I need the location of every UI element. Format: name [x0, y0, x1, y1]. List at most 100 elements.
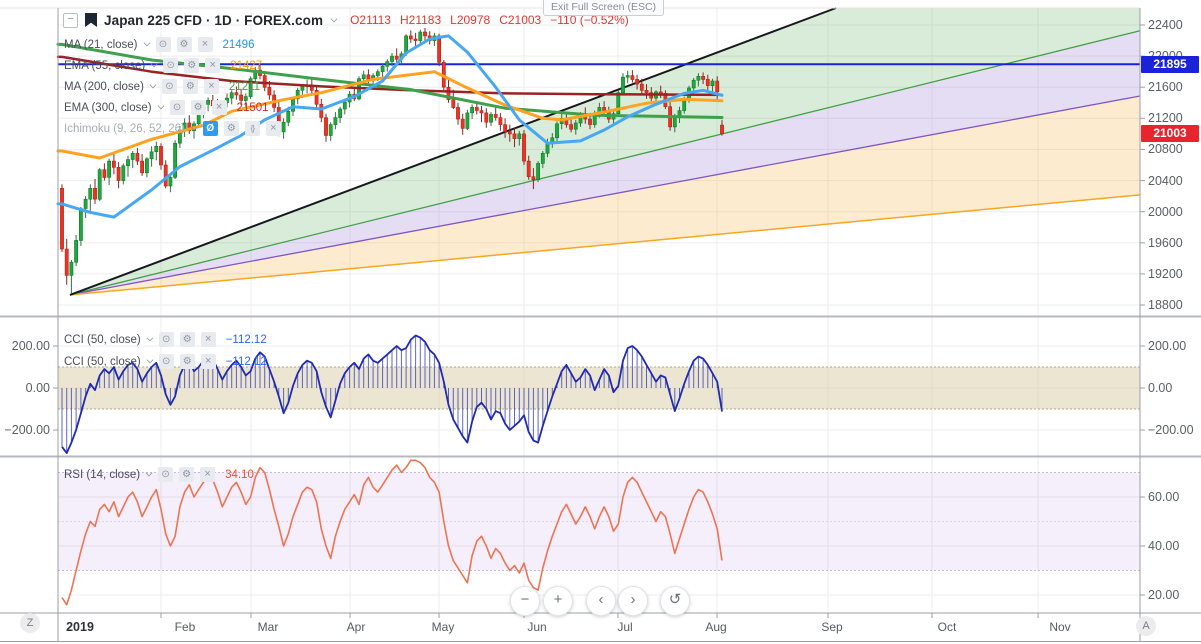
indicator-label: RSI (14, close)	[64, 468, 141, 481]
indicator-value: −112.12	[225, 333, 267, 346]
hide-indicator-icon[interactable]	[155, 37, 171, 52]
legend-row-ema300: EMA (300, close) 21501	[64, 99, 269, 116]
time-axis-label-sep: Sep	[821, 620, 843, 634]
hide-indicator-icon[interactable]	[163, 58, 179, 73]
hide-indicator-icon[interactable]	[158, 354, 174, 369]
settings-gear-icon[interactable]	[179, 354, 195, 369]
remove-indicator-icon[interactable]	[197, 37, 213, 52]
settings-gear-icon[interactable]	[182, 79, 198, 94]
scroll-left-button[interactable]: ‹	[586, 586, 616, 616]
indicator-value: 21211	[228, 80, 261, 93]
ohlc-open: O21113	[350, 13, 391, 27]
indicator-label: MA (200, close)	[64, 80, 144, 93]
hide-indicator-icon[interactable]	[158, 332, 174, 347]
settings-gear-icon[interactable]	[179, 467, 195, 482]
legend-row-ma200: MA (200, close) 21211	[64, 78, 260, 95]
time-axis-label-jul: Jul	[617, 620, 633, 634]
timezone-button[interactable]: Z	[20, 613, 40, 633]
ohlc-readout: O21113 H21183 L20978 C21003 −110 (−0.52%…	[350, 13, 629, 27]
time-axis-label-aug: Aug	[705, 620, 727, 634]
exit-fullscreen-tooltip: Exit Full Screen (ESC)	[543, 0, 665, 16]
chevron-down-icon[interactable]	[150, 60, 157, 67]
indicator-label: CCI (50, close)	[64, 333, 141, 346]
indicator-value: 21496	[222, 38, 255, 51]
time-axis-label-nov: Nov	[1049, 620, 1071, 634]
cci-axis-label: −200.00	[4, 423, 50, 437]
settings-gear-icon[interactable]	[184, 58, 200, 73]
legend-row-cci-2: CCI (50, close) −112.12	[64, 353, 267, 370]
time-axis-label-feb: Feb	[174, 620, 196, 634]
legend-row-cci-1: CCI (50, close) −112.12	[64, 331, 267, 348]
rsi-axis-label: 40.00	[1148, 539, 1180, 553]
legend-row-ema55: EMA (55, close) 21427	[64, 57, 262, 74]
remove-indicator-icon[interactable]	[200, 354, 216, 369]
price-axis-label: 20800	[1148, 142, 1183, 156]
indicator-label: CCI (50, close)	[64, 355, 141, 368]
price-axis-label: 19200	[1148, 267, 1183, 281]
price-axis-label: 20000	[1148, 205, 1183, 219]
ohlc-change: −110 (−0.52%)	[550, 13, 629, 27]
settings-gear-icon[interactable]	[190, 100, 206, 115]
time-axis-label-mar: Mar	[257, 620, 279, 634]
indicator-value: 21427	[230, 59, 263, 72]
remove-indicator-icon[interactable]	[205, 58, 221, 73]
chevron-down-icon[interactable]	[330, 15, 337, 22]
settings-gear-icon[interactable]	[179, 332, 195, 347]
legend-row-ma21: MA (21, close) 21496	[64, 36, 254, 53]
ohlc-close: C21003	[499, 13, 542, 27]
indicator-value: −112.12	[225, 355, 267, 368]
hide-indicator-icon[interactable]	[161, 79, 177, 94]
cci-axis-label: −200.00	[1148, 423, 1194, 437]
price-axis-label: 19600	[1148, 236, 1183, 250]
indicator-label: MA (21, close)	[64, 38, 138, 51]
rsi-axis-label: 60.00	[1148, 490, 1180, 504]
indicator-value: 21501	[236, 101, 269, 114]
scroll-right-button[interactable]: ›	[618, 586, 648, 616]
chevron-down-icon[interactable]	[146, 356, 153, 363]
ohlc-high: H21183	[399, 13, 442, 27]
time-axis-label-2019: 2019	[66, 620, 94, 634]
ohlc-low: L20978	[450, 13, 491, 27]
hide-indicator-icon[interactable]	[169, 100, 185, 115]
indicator-label: EMA (55, close)	[64, 59, 146, 72]
reset-chart-button[interactable]: ↺	[660, 586, 690, 616]
time-axis-label-jun: Jun	[527, 620, 547, 634]
price-axis-label: 21200	[1148, 111, 1183, 125]
indicator-label: Ichimoku (9, 26, 52, 26)	[64, 122, 185, 135]
symbol-header: Japan 225 CFD · 1D · FOREX.com O21113 H2…	[63, 10, 629, 30]
chevron-down-icon[interactable]	[157, 102, 164, 109]
hide-indicator-icon[interactable]	[158, 467, 174, 482]
zoom-out-button[interactable]: −	[510, 586, 540, 616]
zoom-in-button[interactable]: +	[543, 586, 573, 616]
remove-indicator-icon[interactable]	[265, 121, 281, 136]
indicator-value: 34.10	[225, 468, 254, 481]
chevron-down-icon[interactable]	[190, 123, 197, 130]
collapse-legend-icon[interactable]	[63, 12, 78, 28]
legend-row-rsi: RSI (14, close) 34.10	[64, 466, 254, 483]
settings-gear-icon[interactable]	[176, 37, 192, 52]
remove-indicator-icon[interactable]	[211, 100, 227, 115]
autoscale-button[interactable]: A	[1136, 616, 1156, 636]
time-axis-label-oct: Oct	[937, 620, 957, 634]
chevron-down-icon[interactable]	[146, 334, 153, 341]
instrument-logo	[85, 13, 97, 27]
time-axis-label-may: May	[431, 620, 455, 634]
chevron-down-icon[interactable]	[143, 39, 150, 46]
cci-axis-label: 200.00	[11, 339, 50, 353]
show-hidden-indicator-icon[interactable]	[202, 121, 218, 136]
remove-indicator-icon[interactable]	[200, 332, 216, 347]
symbol-title[interactable]: Japan 225 CFD · 1D · FOREX.com	[104, 12, 324, 28]
cci-axis-label: 0.00	[1148, 381, 1173, 395]
settings-gear-icon[interactable]	[223, 121, 239, 136]
price-axis-label: 21600	[1148, 80, 1183, 94]
chevron-down-icon[interactable]	[145, 469, 152, 476]
cci-axis-label: 0.00	[25, 381, 50, 395]
price-line-badge: 21895	[1141, 56, 1199, 73]
chevron-down-icon[interactable]	[149, 81, 156, 88]
price-axis-label: 20400	[1148, 174, 1183, 188]
remove-indicator-icon[interactable]	[200, 467, 216, 482]
source-code-icon[interactable]	[244, 121, 260, 136]
last-price-badge: 21003	[1141, 125, 1199, 142]
remove-indicator-icon[interactable]	[203, 79, 219, 94]
